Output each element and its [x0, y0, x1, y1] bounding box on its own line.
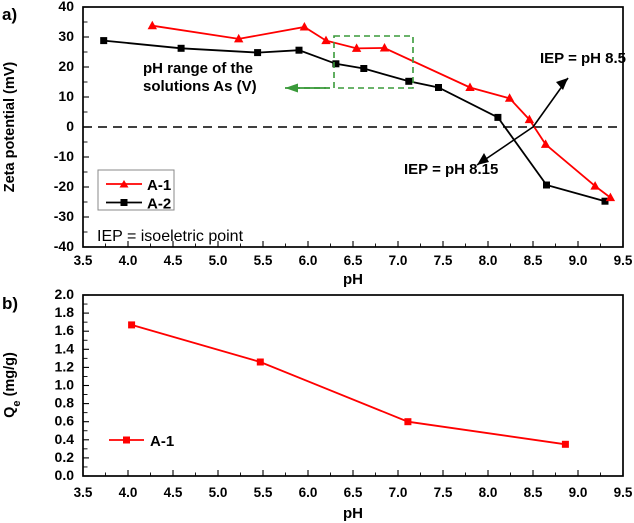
svg-text:0.8: 0.8: [55, 395, 75, 411]
svg-text:20: 20: [58, 58, 74, 74]
svg-text:3.5: 3.5: [74, 253, 93, 268]
svg-text:a): a): [2, 5, 17, 24]
svg-text:1.2: 1.2: [55, 358, 75, 374]
svg-text:pH: pH: [343, 505, 363, 522]
svg-text:8.5: 8.5: [524, 253, 543, 268]
svg-text:4.5: 4.5: [164, 253, 183, 268]
svg-text:3.5: 3.5: [74, 485, 93, 500]
svg-text:pH: pH: [343, 271, 363, 288]
svg-text:0: 0: [66, 118, 74, 134]
svg-text:-40: -40: [54, 238, 74, 254]
svg-text:30: 30: [58, 28, 74, 44]
svg-text:7.5: 7.5: [434, 253, 453, 268]
svg-text:6.5: 6.5: [344, 485, 363, 500]
svg-text:1.0: 1.0: [55, 377, 75, 393]
svg-text:1.8: 1.8: [55, 304, 75, 320]
svg-text:A-2: A-2: [147, 196, 171, 213]
svg-text:A-1: A-1: [150, 433, 174, 450]
svg-text:0.4: 0.4: [55, 431, 75, 447]
svg-text:6.0: 6.0: [299, 253, 318, 268]
svg-text:IEP = isoeletric point: IEP = isoeletric point: [97, 228, 244, 245]
svg-text:b): b): [2, 294, 18, 313]
svg-text:4.0: 4.0: [119, 485, 138, 500]
svg-text:2.0: 2.0: [55, 286, 75, 302]
svg-text:7.0: 7.0: [389, 253, 408, 268]
svg-text:4.0: 4.0: [119, 253, 138, 268]
svg-text:A-1: A-1: [147, 177, 171, 194]
svg-text:-20: -20: [54, 178, 74, 194]
svg-text:0.2: 0.2: [55, 449, 75, 465]
svg-text:solutions As (V): solutions As (V): [143, 78, 257, 95]
svg-text:0.6: 0.6: [55, 413, 75, 429]
svg-text:5.0: 5.0: [209, 253, 228, 268]
svg-text:-30: -30: [54, 208, 74, 224]
svg-text:5.5: 5.5: [254, 253, 273, 268]
svg-text:4.5: 4.5: [164, 485, 183, 500]
svg-text:40: 40: [58, 0, 74, 14]
svg-text:6.0: 6.0: [299, 485, 318, 500]
svg-text:pH range of the: pH range of the: [143, 60, 253, 77]
svg-text:8.0: 8.0: [479, 485, 498, 500]
svg-text:Zeta potential (mV): Zeta potential (mV): [2, 62, 18, 193]
svg-text:0.0: 0.0: [55, 467, 75, 483]
svg-text:5.5: 5.5: [254, 485, 273, 500]
svg-text:9.5: 9.5: [614, 253, 633, 268]
svg-text:IEP = pH 8.5: IEP = pH 8.5: [540, 50, 626, 67]
svg-text:8.0: 8.0: [479, 253, 498, 268]
svg-text:9.5: 9.5: [614, 485, 633, 500]
svg-text:IEP = pH 8.15: IEP = pH 8.15: [404, 161, 498, 178]
svg-text:1.4: 1.4: [55, 340, 75, 356]
svg-text:5.0: 5.0: [209, 485, 228, 500]
svg-text:9.0: 9.0: [569, 485, 588, 500]
svg-text:7.5: 7.5: [434, 485, 453, 500]
svg-text:7.0: 7.0: [389, 485, 408, 500]
svg-text:6.5: 6.5: [344, 253, 363, 268]
svg-text:-10: -10: [54, 148, 74, 164]
svg-text:10: 10: [58, 88, 74, 104]
svg-text:1.6: 1.6: [55, 322, 75, 338]
svg-text:9.0: 9.0: [569, 253, 588, 268]
svg-text:8.5: 8.5: [524, 485, 543, 500]
